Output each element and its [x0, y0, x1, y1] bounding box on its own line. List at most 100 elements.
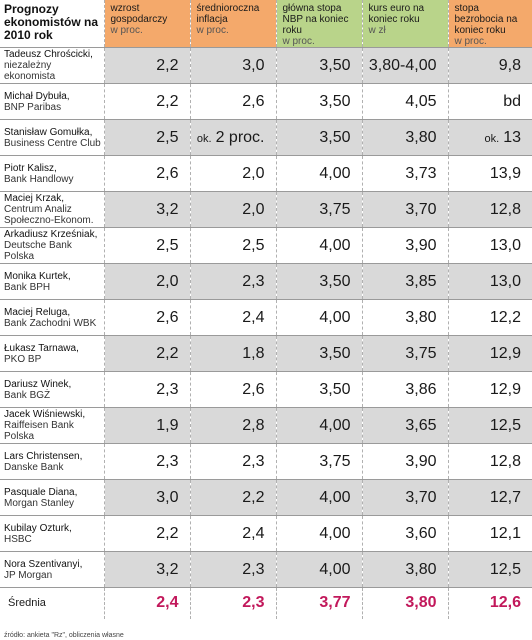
nbp-rate-value: 3,50	[275, 263, 362, 300]
economist-cell: Nora Szentivanyi, JP Morgan	[0, 551, 104, 588]
nbp-rate-value: 3,75	[275, 191, 362, 228]
economist-cell: Tadeusz Chrościcki, niezależny ekonomista	[0, 47, 104, 84]
inflation-value: 2,4	[189, 515, 276, 552]
economist-name: Michał Dybuła,	[4, 90, 70, 102]
nbp-rate-value: 3,50	[275, 47, 362, 84]
economist-name: Stanisław Gomułka,	[4, 126, 93, 138]
table-row: Maciej Reluga, Bank Zachodni WBK 2,6 2,4 …	[0, 299, 532, 336]
gdp-growth-value: 3,0	[103, 479, 190, 516]
euro-rate-value: 3,80	[361, 299, 448, 336]
gdp-growth-value: 2,6	[103, 155, 190, 192]
source-note: źródło: ankieta "Rz", obliczenia własne	[4, 632, 124, 639]
table-row: Nora Szentivanyi, JP Morgan 3,2 2,3 4,00 …	[0, 551, 532, 588]
institution-name: Raiffeisen Bank Polska	[4, 420, 74, 442]
institution-name: Deutsche Bank Polska	[4, 240, 72, 262]
inflation-value: 3,0	[189, 47, 276, 84]
economist-cell: Stanisław Gomułka, Business Centre Club	[0, 119, 104, 156]
table-row: Maciej Krzak, Centrum Analiz Społeczno-Ek…	[0, 191, 532, 228]
column-unit: w proc.	[196, 25, 229, 36]
euro-rate-value: 3,70	[361, 191, 448, 228]
gdp-growth-value: 2,5	[103, 119, 190, 156]
column-header-nbp-rate: główna stopa NBP na koniec roku w proc.	[275, 0, 362, 48]
table-row: Michał Dybuła, BNP Paribas 2,2 2,6 3,50 4…	[0, 83, 532, 120]
economist-cell: Dariusz Winek, Bank BGŻ	[0, 371, 104, 408]
economist-name: Dariusz Winek,	[4, 378, 72, 390]
economist-name: Maciej Reluga,	[4, 306, 71, 318]
forecast-table: Prognozy ekonomistów na 2010 rok wzrost …	[0, 0, 532, 619]
column-header-unemployment: stopa bezrobocia na koniec roku w proc.	[447, 0, 532, 48]
nbp-rate-value: 3,50	[275, 83, 362, 120]
institution-name: HSBC	[4, 533, 32, 545]
euro-rate-value: 3,86	[361, 371, 448, 408]
column-unit: w proc.	[110, 25, 143, 36]
inflation-value: 2,6	[189, 371, 276, 408]
economist-name: Arkadiusz Krześniak,	[4, 229, 98, 240]
euro-rate-value: 3,90	[361, 227, 448, 264]
economist-name: Jacek Wiśniewski,	[4, 409, 86, 420]
nbp-rate-value: 3,50	[275, 371, 362, 408]
table-row: Dariusz Winek, Bank BGŻ 2,3 2,6 3,50 3,86…	[0, 371, 532, 408]
gdp-growth-value: 2,2	[103, 515, 190, 552]
unemployment-value: 13,0	[447, 263, 532, 300]
table-row: Jacek Wiśniewski, Raiffeisen Bank Polska …	[0, 407, 532, 444]
gdp-growth-value: 2,2	[103, 335, 190, 372]
euro-rate-value: 3,80	[361, 551, 448, 588]
average-euro-rate: 3,80	[361, 587, 448, 619]
euro-rate-value: 3,80	[361, 119, 448, 156]
economist-cell: Michał Dybuła, BNP Paribas	[0, 83, 104, 120]
table-row: Lars Christensen, Danske Bank 2,3 2,3 3,7…	[0, 443, 532, 480]
institution-name: Morgan Stanley	[4, 497, 75, 509]
column-label: główna stopa NBP na koniec roku	[282, 3, 349, 36]
economist-name: Tadeusz Chrościcki,	[4, 49, 93, 60]
institution-name: Bank BGŻ	[4, 389, 51, 401]
unemployment-value: 12,8	[447, 191, 532, 228]
institution-name: Centrum Analiz Społeczno-Ekonom.	[4, 204, 94, 226]
table-row: Kubilay Ozturk, HSBC 2,2 2,4 4,00 3,60 12…	[0, 515, 532, 552]
euro-rate-value: 3,70	[361, 479, 448, 516]
header-row: Prognozy ekonomistów na 2010 rok wzrost …	[0, 0, 532, 48]
euro-rate-value: 3,60	[361, 515, 448, 552]
economist-cell: Monika Kurtek, Bank BPH	[0, 263, 104, 300]
institution-name: JP Morgan	[4, 569, 53, 581]
unemployment-value: 12,8	[447, 443, 532, 480]
gdp-growth-value: 2,6	[103, 299, 190, 336]
economist-cell: Pasquale Diana, Morgan Stanley	[0, 479, 104, 516]
unemployment-value: 12,5	[447, 407, 532, 444]
table-title: Prognozy ekonomistów na 2010 rok	[0, 0, 104, 48]
economist-name: Pasquale Diana,	[4, 486, 78, 498]
institution-name: Bank BPH	[4, 281, 51, 293]
column-label: średnioroczna inflacja	[196, 3, 260, 25]
column-label: wzrost gospodarczy	[110, 3, 168, 25]
inflation-value: 2,2	[189, 479, 276, 516]
euro-rate-value: 3,65	[361, 407, 448, 444]
gdp-growth-value: 2,3	[103, 443, 190, 480]
institution-name: Bank Handlowy	[4, 173, 74, 185]
unemployment-value: 13,0	[447, 227, 532, 264]
gdp-growth-value: 2,3	[103, 371, 190, 408]
table-row: Arkadiusz Krześniak, Deutsche Bank Polska…	[0, 227, 532, 264]
unemployment-value: 12,1	[447, 515, 532, 552]
institution-name: Danske Bank	[4, 461, 64, 473]
inflation-value: 2,5	[189, 227, 276, 264]
table-row: Tadeusz Chrościcki, niezależny ekonomista…	[0, 47, 532, 84]
gdp-growth-value: 3,2	[103, 551, 190, 588]
approx-prefix: ok.	[196, 132, 212, 145]
unemployment-approx-value: 13	[503, 128, 521, 146]
gdp-growth-value: 2,2	[103, 83, 190, 120]
average-gdp-growth: 2,4	[103, 587, 190, 619]
column-unit: w zł	[368, 25, 386, 36]
inflation-value: 2,4	[189, 299, 276, 336]
gdp-growth-value: 2,0	[103, 263, 190, 300]
euro-rate-value: 3,80-4,00	[361, 47, 448, 84]
unemployment-value: bd	[447, 83, 532, 120]
economist-name: Nora Szentivanyi,	[4, 558, 83, 570]
unemployment-value: 12,9	[447, 371, 532, 408]
inflation-approx-value: 2 proc.	[215, 128, 265, 146]
euro-rate-value: 3,75	[361, 335, 448, 372]
inflation-value: 1,8	[189, 335, 276, 372]
euro-rate-value: 3,73	[361, 155, 448, 192]
column-header-gdp-growth: wzrost gospodarczy w proc.	[103, 0, 190, 48]
column-header-euro-rate: kurs euro na koniec roku w zł	[361, 0, 448, 48]
unemployment-value: 9,8	[447, 47, 532, 84]
unemployment-value: 12,5	[447, 551, 532, 588]
